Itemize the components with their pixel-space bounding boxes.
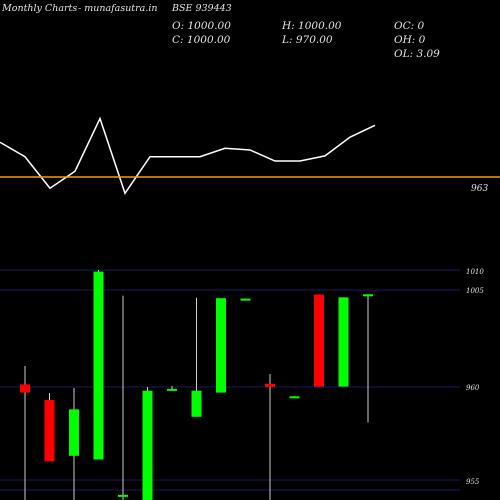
level-label: 963 [471,184,488,194]
candle-11 [289,396,300,399]
candle-body [265,383,275,387]
candle-body [363,294,373,297]
candle-0 [20,366,30,500]
candle-10 [265,374,275,500]
candle-12 [314,294,324,387]
candle-8 [216,298,226,393]
ohlc-close: C: 1000.00 [172,34,231,46]
price-line [0,116,376,195]
candle-body [216,298,226,393]
candle-body [118,494,128,497]
candle-body [142,390,153,500]
chart-brand-label: Monthly Charts [2,3,78,14]
ohlc-oc: OC: 0 [394,20,425,32]
candle-14 [363,294,373,423]
candle-body [240,298,251,301]
candle-body [191,390,202,417]
candle-2 [69,388,79,500]
candle-1 [44,393,55,462]
candle-body [44,400,55,462]
candle-4 [118,295,128,500]
candle-13 [338,297,349,387]
candle-body [93,271,104,460]
ytick-label: 1010 [466,268,484,276]
ohlc-ol: OL: 3.09 [394,48,440,60]
candle-body [289,396,300,399]
candle-body [338,297,349,387]
ohlc-open: O: 1000.00 [172,20,231,32]
candle-body [314,294,324,387]
candle-6 [167,386,177,391]
candle-body [167,388,177,391]
ytick-label: 960 [466,384,480,392]
candle-9 [240,298,251,301]
ohlc-low: L: 970.00 [282,34,333,46]
candle-body [20,384,30,393]
candle-7 [191,297,202,417]
chart-symbol-label: BSE 939443 [172,3,232,14]
candle-3 [93,270,104,460]
candle-panel: 1010 1005 960 955 [0,268,484,500]
candle-body [69,409,79,456]
ytick-label: 955 [466,478,480,486]
ytick-label: 1005 [466,287,484,295]
line-panel: 963 [0,116,500,195]
chart-source-label: - munafasutra.in [78,3,158,14]
ohlc-oh: OH: 0 [394,34,426,46]
candle-5 [142,387,153,500]
ohlc-high: H: 1000.00 [282,20,342,32]
